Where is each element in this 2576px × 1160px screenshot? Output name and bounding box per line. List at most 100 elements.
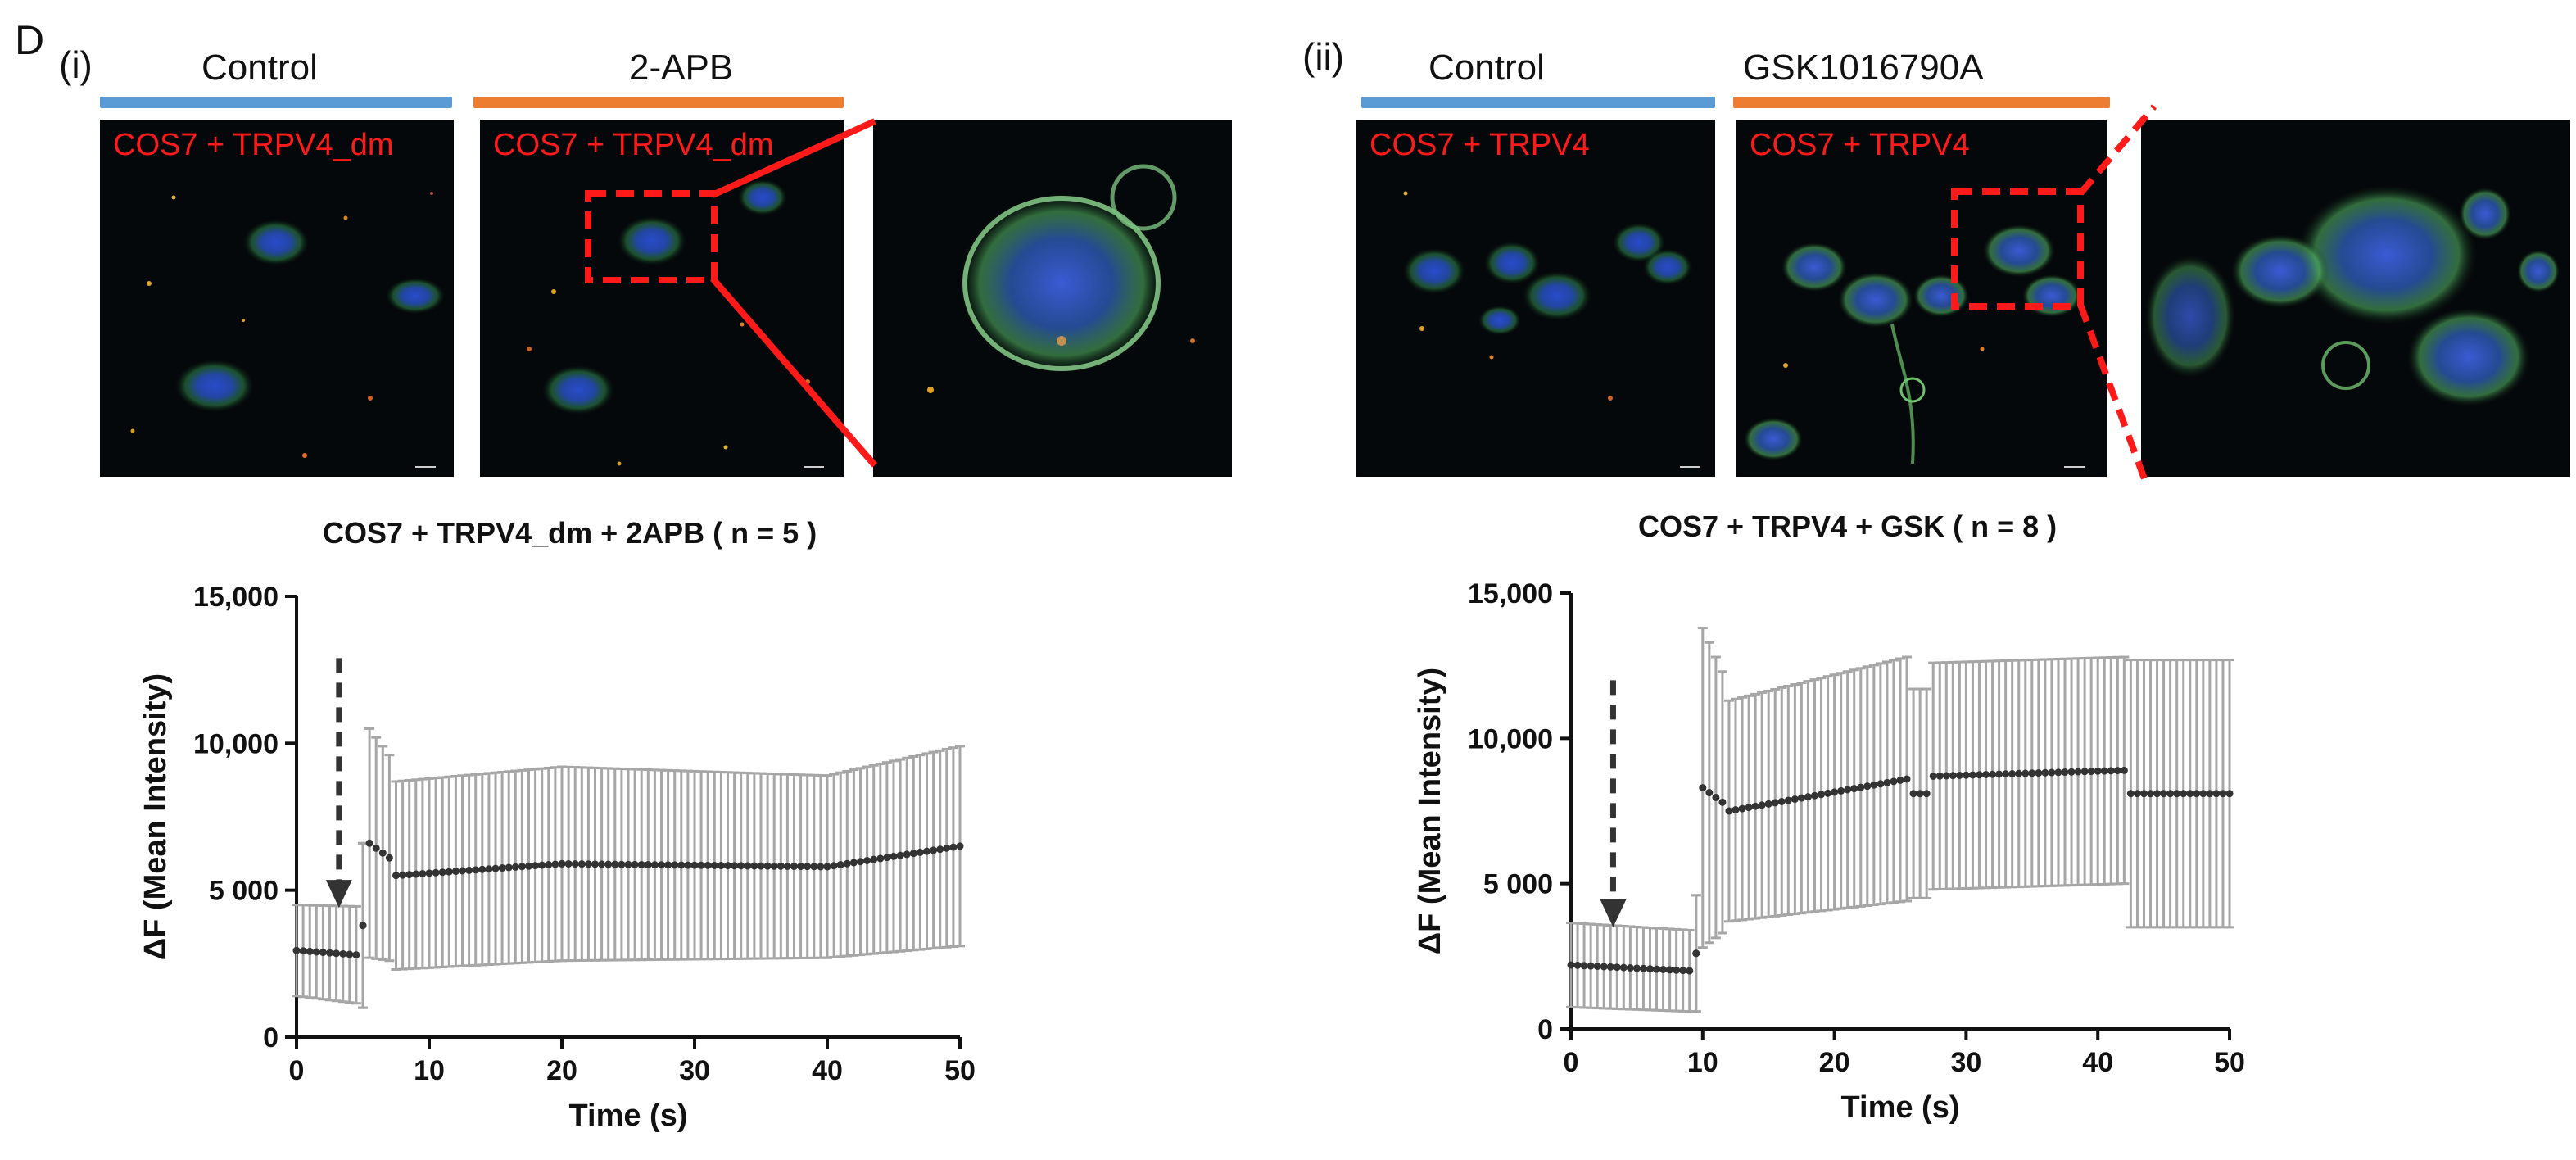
data-point — [790, 863, 798, 871]
data-point — [1705, 789, 1714, 797]
data-point — [551, 860, 559, 868]
data-point — [664, 861, 672, 869]
data-point — [956, 842, 964, 850]
data-point — [604, 860, 613, 868]
data-point — [2067, 768, 2076, 776]
micrograph-left-control: COS7 + TRPV4_dm — [100, 120, 454, 477]
data-point — [545, 861, 553, 869]
data-point — [2113, 767, 2121, 775]
data-point — [2061, 768, 2069, 777]
data-point — [1653, 965, 1661, 973]
data-point — [365, 839, 373, 847]
data-point — [2100, 767, 2108, 775]
data-point — [943, 844, 951, 852]
data-point — [2107, 767, 2115, 775]
left-control-bar — [100, 97, 452, 108]
data-point — [2147, 790, 2155, 798]
data-point — [498, 864, 506, 872]
data-point — [352, 951, 360, 959]
data-point — [319, 949, 327, 957]
data-point — [1929, 772, 1937, 780]
data-point — [870, 855, 878, 863]
data-point — [451, 868, 460, 876]
micrograph-right-zoom-image — [2145, 185, 2560, 406]
data-point — [412, 870, 420, 878]
data-point — [2048, 768, 2056, 777]
left-control-label: Control — [201, 48, 318, 88]
data-point — [505, 863, 513, 872]
data-point — [724, 862, 731, 870]
data-point — [525, 862, 532, 870]
data-point — [1995, 770, 2003, 778]
data-point — [518, 863, 526, 871]
data-point — [1863, 782, 1872, 791]
micrograph-right-zoom — [2141, 120, 2570, 477]
data-point — [292, 946, 301, 954]
data-point — [1916, 790, 1924, 798]
micrograph-right-control-label: COS7 + TRPV4 — [1369, 128, 1590, 162]
data-point — [511, 863, 519, 871]
data-point — [1877, 780, 1885, 788]
micrograph-left-control-label: COS7 + TRPV4_dm — [113, 128, 394, 162]
y-tick-label: 5 000 — [209, 876, 278, 907]
data-point — [333, 949, 341, 958]
right-treatment-label: GSK1016790A — [1743, 48, 1984, 88]
x-tick-label: 20 — [546, 1055, 577, 1086]
data-point — [903, 850, 911, 859]
data-point — [2212, 790, 2221, 798]
y-tick-label: 15,000 — [1468, 578, 1553, 609]
data-point — [1751, 802, 1759, 810]
data-point — [783, 862, 791, 870]
data-point — [538, 861, 546, 869]
data-point — [485, 865, 493, 873]
data-point — [631, 860, 639, 868]
y-tick-label: 0 — [263, 1022, 278, 1054]
data-point — [1797, 794, 1805, 802]
y-tick-label: 10,000 — [1468, 723, 1553, 754]
data-point — [909, 850, 917, 858]
data-point — [1613, 963, 1621, 972]
data-point — [618, 860, 626, 868]
right-control-bar — [1361, 97, 1715, 108]
x-tick-label: 30 — [1950, 1047, 1981, 1078]
chart-left: 0 5 000 10,000 15,000 0 10 20 30 40 50 Time (s) ΔF … — [138, 582, 976, 1133]
y-axis-label: ΔF (Mean Intensity) — [138, 673, 173, 960]
data-point — [445, 868, 453, 876]
micrograph-right-control: COS7 + TRPV4 — [1356, 120, 1715, 477]
data-point — [472, 866, 480, 874]
data-point — [1745, 804, 1753, 812]
x-tick-label: 20 — [1819, 1047, 1850, 1078]
micrograph-right-treatment-label: COS7 + TRPV4 — [1750, 128, 1970, 162]
data-point — [378, 849, 387, 857]
data-point — [1844, 786, 1852, 794]
data-point — [830, 862, 838, 870]
data-point — [883, 854, 891, 862]
data-point — [1896, 776, 1904, 784]
data-point — [2015, 769, 2023, 777]
micrograph-left-zoom-image — [927, 164, 1195, 393]
y-axis-label: ΔF (Mean Intensity) — [1413, 668, 1447, 954]
data-point — [571, 860, 579, 868]
x-tick-label: 0 — [1564, 1047, 1579, 1078]
data-point — [684, 861, 692, 869]
data-point — [1686, 967, 1694, 975]
data-point — [823, 863, 831, 871]
data-point — [1732, 806, 1740, 814]
data-point — [2126, 790, 2135, 798]
data-point — [763, 862, 772, 870]
x-tick-label: 40 — [2082, 1047, 2113, 1078]
data-point — [923, 847, 930, 855]
data-point — [1804, 793, 1812, 801]
data-point — [312, 948, 320, 956]
chart-left-title: COS7 + TRPV4_dm + 2APB ( n = 5 ) — [323, 516, 817, 550]
data-point — [2008, 770, 2017, 778]
y-tick-label: 10,000 — [193, 728, 278, 759]
data-point — [1600, 963, 1608, 971]
data-point — [936, 845, 944, 854]
data-point — [1791, 795, 1799, 804]
data-point — [697, 861, 705, 869]
data-point — [1935, 772, 1944, 780]
data-point — [532, 862, 540, 870]
data-point — [744, 862, 752, 870]
data-point — [1949, 772, 1957, 780]
